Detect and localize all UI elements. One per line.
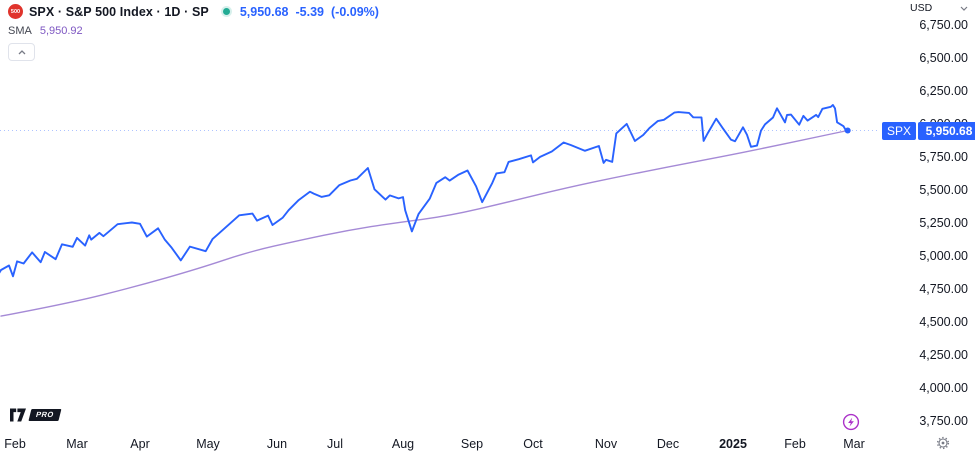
gear-icon[interactable] [936, 436, 950, 450]
last-price-dot [844, 127, 851, 134]
price-tick-label: 4,750.00 [919, 282, 968, 296]
lightning-icon[interactable] [842, 413, 860, 431]
currency-selector[interactable]: USD [910, 2, 968, 14]
price-tick-label: 5,250.00 [919, 216, 968, 230]
chart-canvas[interactable] [0, 0, 878, 432]
sp500-logo-icon: 500 [8, 4, 23, 19]
time-axis[interactable]: Feb Mar Apr May Jun Jul Aug Sep Oct Nov Dec 2025 Feb… [0, 432, 975, 458]
symbol-row[interactable]: 500 SPX · S&P 500 Index · 1D · SP 5,950.… [8, 3, 379, 20]
pro-badge: PRO [28, 409, 62, 421]
market-status-dot-icon [222, 8, 230, 15]
price-tick-label: 6,250.00 [919, 84, 968, 98]
time-tick-label: Dec [656, 437, 680, 451]
price-tick-label: 4,000.00 [919, 381, 968, 395]
time-tick-label: May [196, 437, 220, 451]
price-line [0, 104, 849, 278]
time-tick-label: Jun [266, 437, 288, 451]
time-tick-label: 2025 [719, 437, 747, 451]
price-tick-label: 6,750.00 [919, 18, 968, 32]
price-tick-label: 4,500.00 [919, 315, 968, 329]
tradingview-logo[interactable]: PRO [10, 408, 62, 422]
badge-symbol: SPX [882, 122, 917, 140]
time-tick-label: Mar [66, 437, 88, 451]
chevron-down-icon [960, 6, 968, 11]
legend: 500 SPX · S&P 500 Index · 1D · SP 5,950.… [8, 3, 379, 61]
time-tick-label: Feb [4, 437, 26, 451]
symbol-title[interactable]: SPX · S&P 500 Index · 1D · SP [29, 4, 209, 19]
price-change-percent: (-0.09%) [331, 4, 379, 19]
price-tick-label: 4,250.00 [919, 348, 968, 362]
price-tick-label: 5,000.00 [919, 249, 968, 263]
time-tick-label: Feb [784, 437, 806, 451]
last-price: 5,950.68 [239, 4, 289, 19]
chevron-up-icon [18, 49, 25, 54]
time-tick-label: Mar [843, 437, 865, 451]
currency-label: USD [910, 2, 933, 14]
indicator-label[interactable]: SMA [8, 24, 32, 37]
tradingview-mark-icon [10, 408, 26, 422]
time-tick-label: Nov [594, 437, 618, 451]
current-price-badge: SPX 5,950.68 [882, 122, 975, 140]
price-tick-label: 5,750.00 [919, 150, 968, 164]
quote-values: 5,950.68 -5.39 (-0.09%) [240, 5, 379, 19]
legend-collapse-button[interactable] [8, 43, 35, 61]
price-tick-label: 5,500.00 [919, 183, 968, 197]
time-tick-label: Sep [460, 437, 484, 451]
price-tick-label: 3,750.00 [919, 414, 968, 428]
time-tick-label: Jul [327, 437, 343, 451]
time-tick-label: Oct [523, 437, 543, 451]
time-tick-label: Aug [391, 437, 415, 451]
time-tick-label: Apr [130, 437, 150, 451]
price-change: -5.39 [295, 4, 325, 19]
badge-price: 5,950.68 [918, 122, 975, 140]
sma-line [0, 129, 849, 317]
price-tick-label: 6,500.00 [919, 51, 968, 65]
price-axis[interactable]: USD 6,750.006,500.006,250.006,000.005,75… [878, 0, 975, 432]
indicator-row[interactable]: SMA 5,950.92 [8, 23, 379, 38]
indicator-value: 5,950.92 [39, 24, 83, 37]
